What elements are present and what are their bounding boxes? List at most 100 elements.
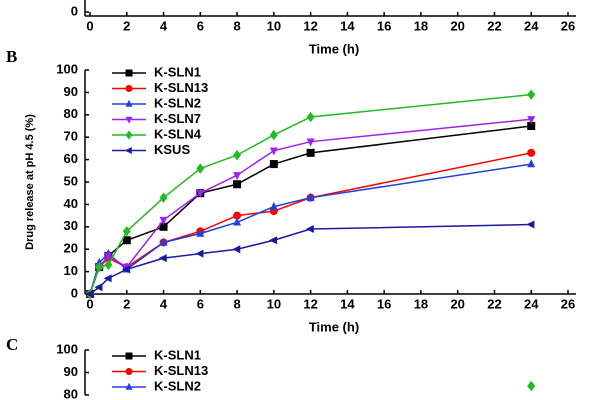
marker [305,225,314,234]
series-line [89,163,532,295]
marker [125,99,133,107]
marker [104,252,113,261]
marker [269,160,278,169]
marker [125,368,133,375]
marker [527,159,536,168]
y-tick-label: 10 [64,263,78,278]
series-line [89,93,532,295]
x-tick-label: 2 [123,18,130,33]
x-tick-label: 6 [197,18,204,33]
y-tick-label: 90 [64,364,78,379]
y-tick-label: 100 [56,61,78,76]
y-tick-label: 80 [64,106,78,121]
x-tick-label: 0 [86,296,93,311]
marker [233,211,242,220]
x-tick-label: 2 [123,296,130,311]
x-tick-label: 14 [340,18,355,33]
marker [125,69,133,77]
legend-label: K-SLN1 [154,64,201,79]
marker [159,192,168,203]
x-tick-label: 22 [487,296,501,311]
x-tick-label: 14 [340,296,355,311]
y-tick-label: 20 [64,241,78,256]
x-tick-label: 24 [524,18,539,33]
marker [306,138,315,147]
y-tick-label: 80 [64,386,78,400]
marker [158,254,167,263]
marker [196,163,205,174]
panel-label: C [6,335,18,354]
y-tick-label: 50 [64,173,78,188]
marker [195,249,204,258]
x-tick-label: 10 [267,18,281,33]
x-tick-label: 8 [233,18,240,33]
series-line [89,118,532,295]
x-tick-label: 16 [377,296,391,311]
marker [122,236,131,245]
marker [232,245,241,254]
marker [159,237,168,246]
legend-label: K-SLN13 [154,363,208,378]
marker [124,147,132,154]
marker [94,283,103,292]
x-tick-label: 24 [524,296,539,311]
y-tick-label: 40 [64,196,78,211]
marker [269,201,278,210]
marker [269,236,278,245]
marker [196,228,205,237]
marker [125,130,133,140]
x-tick-label: 6 [197,296,204,311]
marker [233,172,242,181]
marker [125,85,133,92]
x-tick-label: 20 [450,18,464,33]
marker [121,265,130,274]
x-tick-label: 26 [561,18,575,33]
legend-label: K-SLN4 [154,126,202,141]
marker [125,352,133,360]
x-tick-label: 18 [414,296,428,311]
y-tick-label: 30 [64,218,78,233]
x-tick-label: 8 [233,296,240,311]
marker [527,380,536,392]
marker [196,190,205,198]
legend-label: K-SLN2 [154,95,201,110]
x-tick-label: 4 [160,18,168,33]
marker [527,122,536,130]
x-tick-label: 4 [160,296,168,311]
marker [269,147,278,156]
marker [104,259,113,271]
marker [269,129,278,141]
x-tick-label: 10 [267,296,281,311]
marker [527,116,536,125]
legend-label: K-SLN13 [154,80,208,95]
panel-label: B [6,47,17,66]
marker [159,222,168,231]
marker [306,111,315,123]
x-axis-label: Time (h) [309,319,359,334]
marker [233,149,242,161]
marker [85,290,94,298]
legend-label: KSUS [154,142,190,157]
marker [95,261,104,273]
marker [233,217,242,226]
x-tick-label: 18 [414,18,428,33]
marker [122,226,131,237]
y-axis-label: Drug release at pH 4.5 (%) [24,114,36,250]
y-tick-label: 60 [64,151,78,166]
y-tick-label: 100 [56,341,78,356]
y-tick-label: 70 [64,129,78,144]
x-tick-label: 12 [303,296,317,311]
y-tick-label: 90 [64,84,78,99]
marker [527,89,536,100]
marker [526,220,535,229]
x-tick-label: 26 [561,296,575,311]
legend-label: K-SLN7 [154,111,201,126]
legend-label: K-SLN1 [154,347,201,362]
y-tick-label: 0 [71,285,78,300]
x-tick-label: 0 [86,18,93,33]
series-line [89,223,532,295]
marker [125,116,133,124]
marker [527,148,536,157]
x-tick-label: 16 [377,18,391,33]
